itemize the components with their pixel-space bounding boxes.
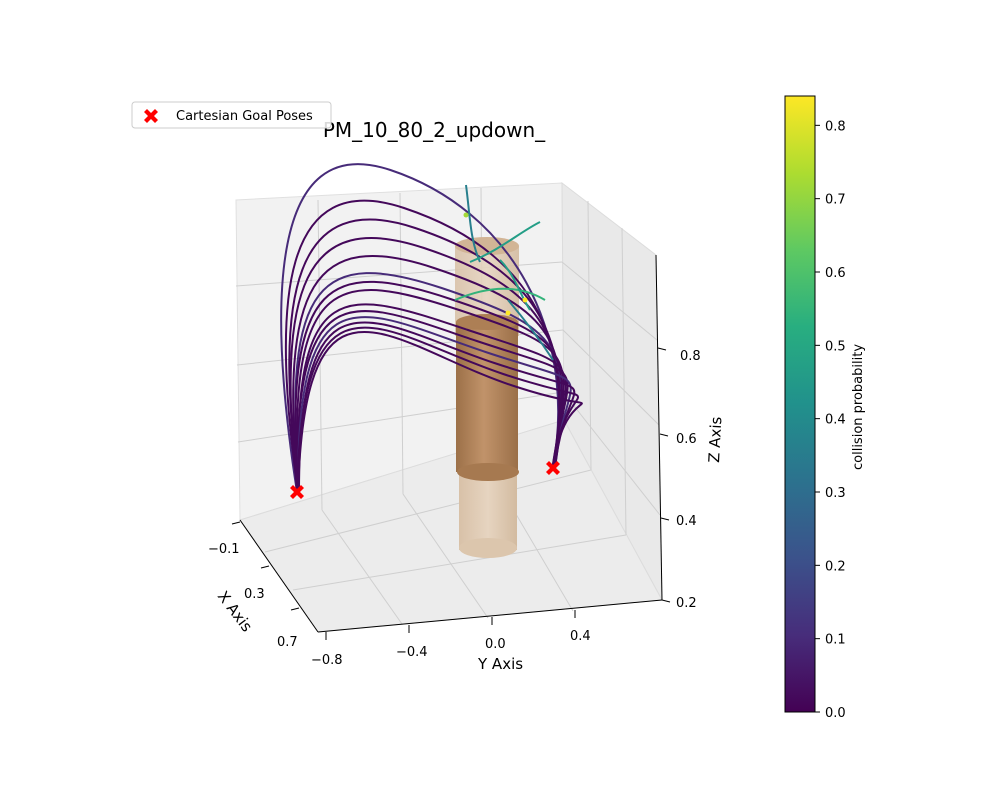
z-tick-label: 0.8 [680,349,701,364]
x-tick-label: 0.3 [244,587,265,602]
legend: Cartesian Goal Poses [132,102,331,128]
chart-title: PM_10_80_2_updown_ [323,118,546,142]
z-axis-title: Z Axis [705,416,725,463]
z-tick-labels: 0.2 0.4 0.6 0.8 [676,349,701,611]
colorbar: 0.0 0.1 0.2 0.3 0.4 0.5 0.6 0.7 0.8 collision pr… [785,96,866,721]
cylinder-core-bottom [457,463,519,481]
y-tick-label: −0.8 [311,653,343,668]
colorbar-tick-label: 0.7 [825,193,846,208]
collision-point [506,311,511,316]
colorbar-label: collision probability [851,344,866,470]
collision-point [464,213,469,218]
colorbar-tick-label: 0.0 [825,706,846,721]
colorbar-tick-label: 0.5 [825,339,846,354]
y-tick-label: −0.4 [396,645,428,660]
y-axis-title: Y Axis [477,655,523,673]
collision-point [523,298,528,303]
y-tick-label: 0.0 [485,637,506,652]
z-tick-label: 0.2 [676,596,697,611]
obstacle-cylinder [455,237,519,558]
colorbar-tick-label: 0.4 [825,413,846,428]
y-tick-labels: −0.8 −0.4 0.0 0.4 [311,629,591,668]
colorbar-tick-label: 0.2 [825,559,846,574]
colorbar-gradient [785,96,815,712]
z-tick-label: 0.6 [676,432,697,447]
y-tick-label: 0.4 [570,629,591,644]
colorbar-tick-label: 0.1 [825,633,846,648]
x-tick-label: −0.1 [208,542,240,557]
z-tick-label: 0.4 [676,514,697,529]
colorbar-tick-label: 0.3 [825,486,846,501]
cylinder-bottom-cap [459,538,517,558]
colorbar-ticks: 0.0 0.1 0.2 0.3 0.4 0.5 0.6 0.7 0.8 [815,119,846,721]
x-tick-label: 0.7 [277,635,298,650]
colorbar-tick-label: 0.6 [825,266,846,281]
colorbar-tick-label: 0.8 [825,119,846,134]
legend-label: Cartesian Goal Poses [176,109,313,124]
